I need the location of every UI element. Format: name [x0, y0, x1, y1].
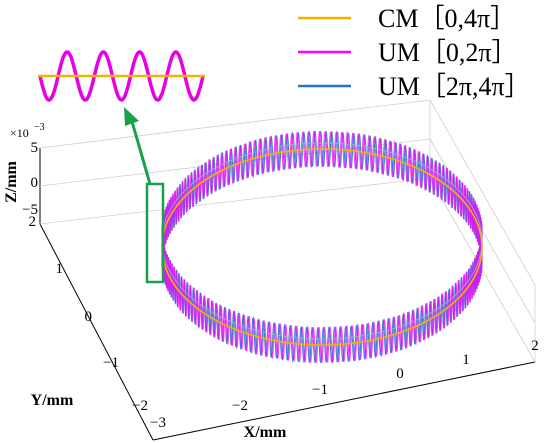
series-um-0-2pi-ring [161, 130, 483, 365]
z-tick-label: 0 [31, 175, 39, 191]
z-tick-labels: 5 0 −5 [22, 140, 38, 218]
x-tick-labels: −3 −2 −1 0 1 2 [150, 338, 539, 431]
y-tick-label: −1 [103, 355, 119, 371]
legend-label-um-0-2pi: UM［0,2π］ [378, 38, 518, 67]
z-scale-factor: ×10 −3 [10, 122, 45, 140]
y-tick-label: −2 [132, 398, 148, 414]
legend-label-um-2pi-4pi: UM［2π,4π］ [378, 72, 531, 101]
x-tick-label: −2 [232, 398, 248, 414]
z-tick-label: −5 [22, 202, 38, 218]
callout-arrow-head [124, 107, 139, 126]
y-tick-labels: −2 −1 0 1 2 [29, 214, 149, 414]
z-axis-label: Z/mm [3, 160, 20, 202]
inset-sine-wave [38, 50, 205, 102]
callout-arrow-line [129, 117, 152, 185]
series-layer [161, 130, 483, 365]
x-tick-label: 2 [531, 338, 539, 354]
legend-label-cm: CM［0,4π］ [378, 4, 516, 33]
y-tick-label: 2 [29, 214, 37, 230]
z-scale-exponent: −3 [34, 122, 45, 133]
z-scale-base: ×10 [10, 126, 29, 140]
x-tick-label: 0 [396, 366, 404, 382]
highlight-box [145, 182, 165, 284]
x-tick-label: −3 [150, 415, 166, 431]
legend-item-cm: CM［0,4π］ [298, 4, 516, 33]
x-axis-line [152, 361, 536, 441]
y-tick-label: 1 [56, 261, 64, 277]
y-axis-label: Y/mm [31, 392, 74, 409]
x-tick-label: 1 [462, 352, 470, 368]
y-axis-line [39, 223, 154, 441]
x-tick-label: −1 [312, 382, 328, 398]
y-tick-label: 0 [85, 309, 93, 325]
inset-annotation [38, 50, 205, 284]
legend-item-um-0-2pi: UM［0,2π］ [298, 38, 518, 67]
legend: CM［0,4π］ UM［0,2π］ UM［2π,4π］ [298, 4, 531, 101]
x-axis-label: X/mm [244, 424, 287, 441]
legend-item-um-2pi-4pi: UM［2π,4π］ [298, 72, 531, 101]
z-tick-label: 5 [31, 140, 39, 156]
